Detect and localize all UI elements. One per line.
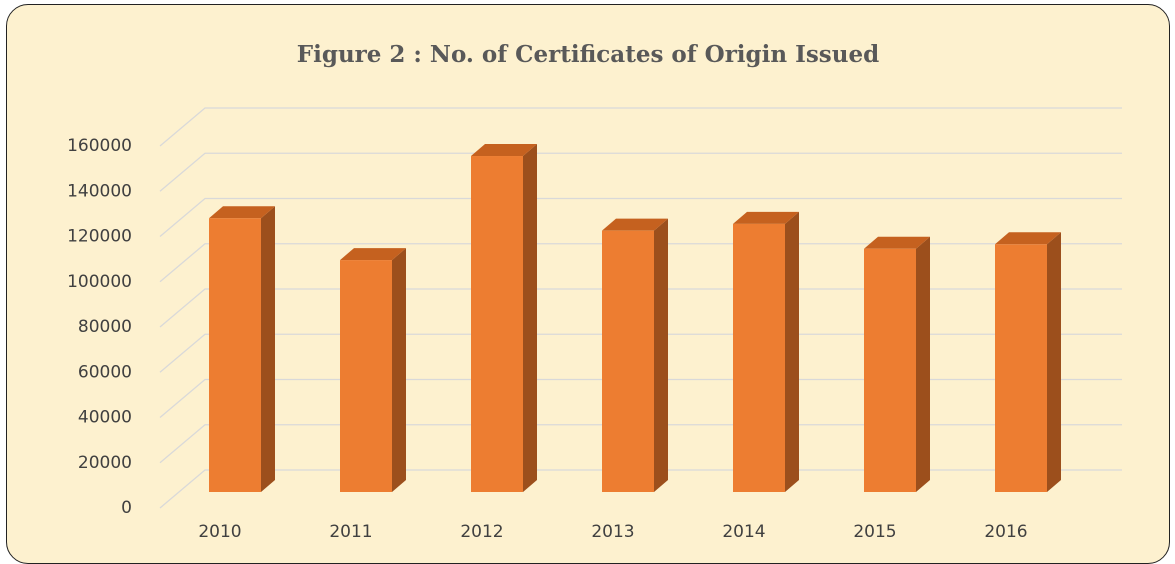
bar bbox=[602, 230, 654, 492]
y-tick-label: 120000 bbox=[67, 227, 132, 247]
bar-top bbox=[602, 218, 668, 231]
grid-line bbox=[159, 197, 1122, 237]
bar-side bbox=[916, 236, 930, 492]
y-tick-label: 160000 bbox=[67, 136, 132, 156]
x-tick-label: 2013 bbox=[591, 522, 634, 542]
bar-top bbox=[471, 144, 537, 157]
grid-line bbox=[159, 107, 1122, 147]
bar-side bbox=[654, 218, 668, 492]
bar-side bbox=[392, 248, 406, 492]
bar-top bbox=[995, 232, 1061, 245]
x-tick-label: 2014 bbox=[722, 522, 765, 542]
x-tick-label: 2016 bbox=[984, 522, 1027, 542]
bar-top bbox=[864, 236, 930, 249]
chart-card bbox=[6, 4, 1170, 564]
bar bbox=[340, 260, 392, 492]
grid-line bbox=[159, 288, 1122, 328]
y-tick-label: 100000 bbox=[67, 272, 132, 292]
y-tick-label: 60000 bbox=[78, 362, 132, 382]
y-tick-label: 20000 bbox=[78, 453, 132, 473]
grid-line bbox=[159, 424, 1122, 464]
x-tick-label: 2015 bbox=[853, 522, 896, 542]
bar bbox=[995, 244, 1047, 492]
grid-line bbox=[159, 243, 1122, 283]
bar bbox=[209, 218, 261, 493]
bar bbox=[733, 223, 785, 493]
y-tick-label: 0 bbox=[121, 498, 132, 518]
chart-title: Figure 2 : No. of Certificates of Origin… bbox=[297, 41, 879, 68]
grid-line bbox=[159, 378, 1122, 418]
bar-top bbox=[209, 206, 275, 219]
bar bbox=[864, 248, 916, 492]
bar-side bbox=[785, 211, 799, 493]
grid-line bbox=[159, 333, 1122, 373]
grid-line bbox=[159, 152, 1122, 192]
x-tick-label: 2011 bbox=[329, 522, 372, 542]
y-tick-label: 140000 bbox=[67, 181, 132, 201]
bar-side bbox=[261, 206, 275, 493]
grid-line bbox=[159, 469, 1122, 509]
bar-side bbox=[1047, 232, 1061, 492]
y-tick-label: 40000 bbox=[78, 408, 132, 428]
bar bbox=[471, 156, 523, 493]
x-tick-label: 2010 bbox=[198, 522, 241, 542]
bar-side bbox=[523, 144, 537, 493]
x-tick-label: 2012 bbox=[460, 522, 503, 542]
bar-top bbox=[340, 248, 406, 261]
y-tick-label: 80000 bbox=[78, 317, 132, 337]
bar-top bbox=[733, 211, 799, 224]
